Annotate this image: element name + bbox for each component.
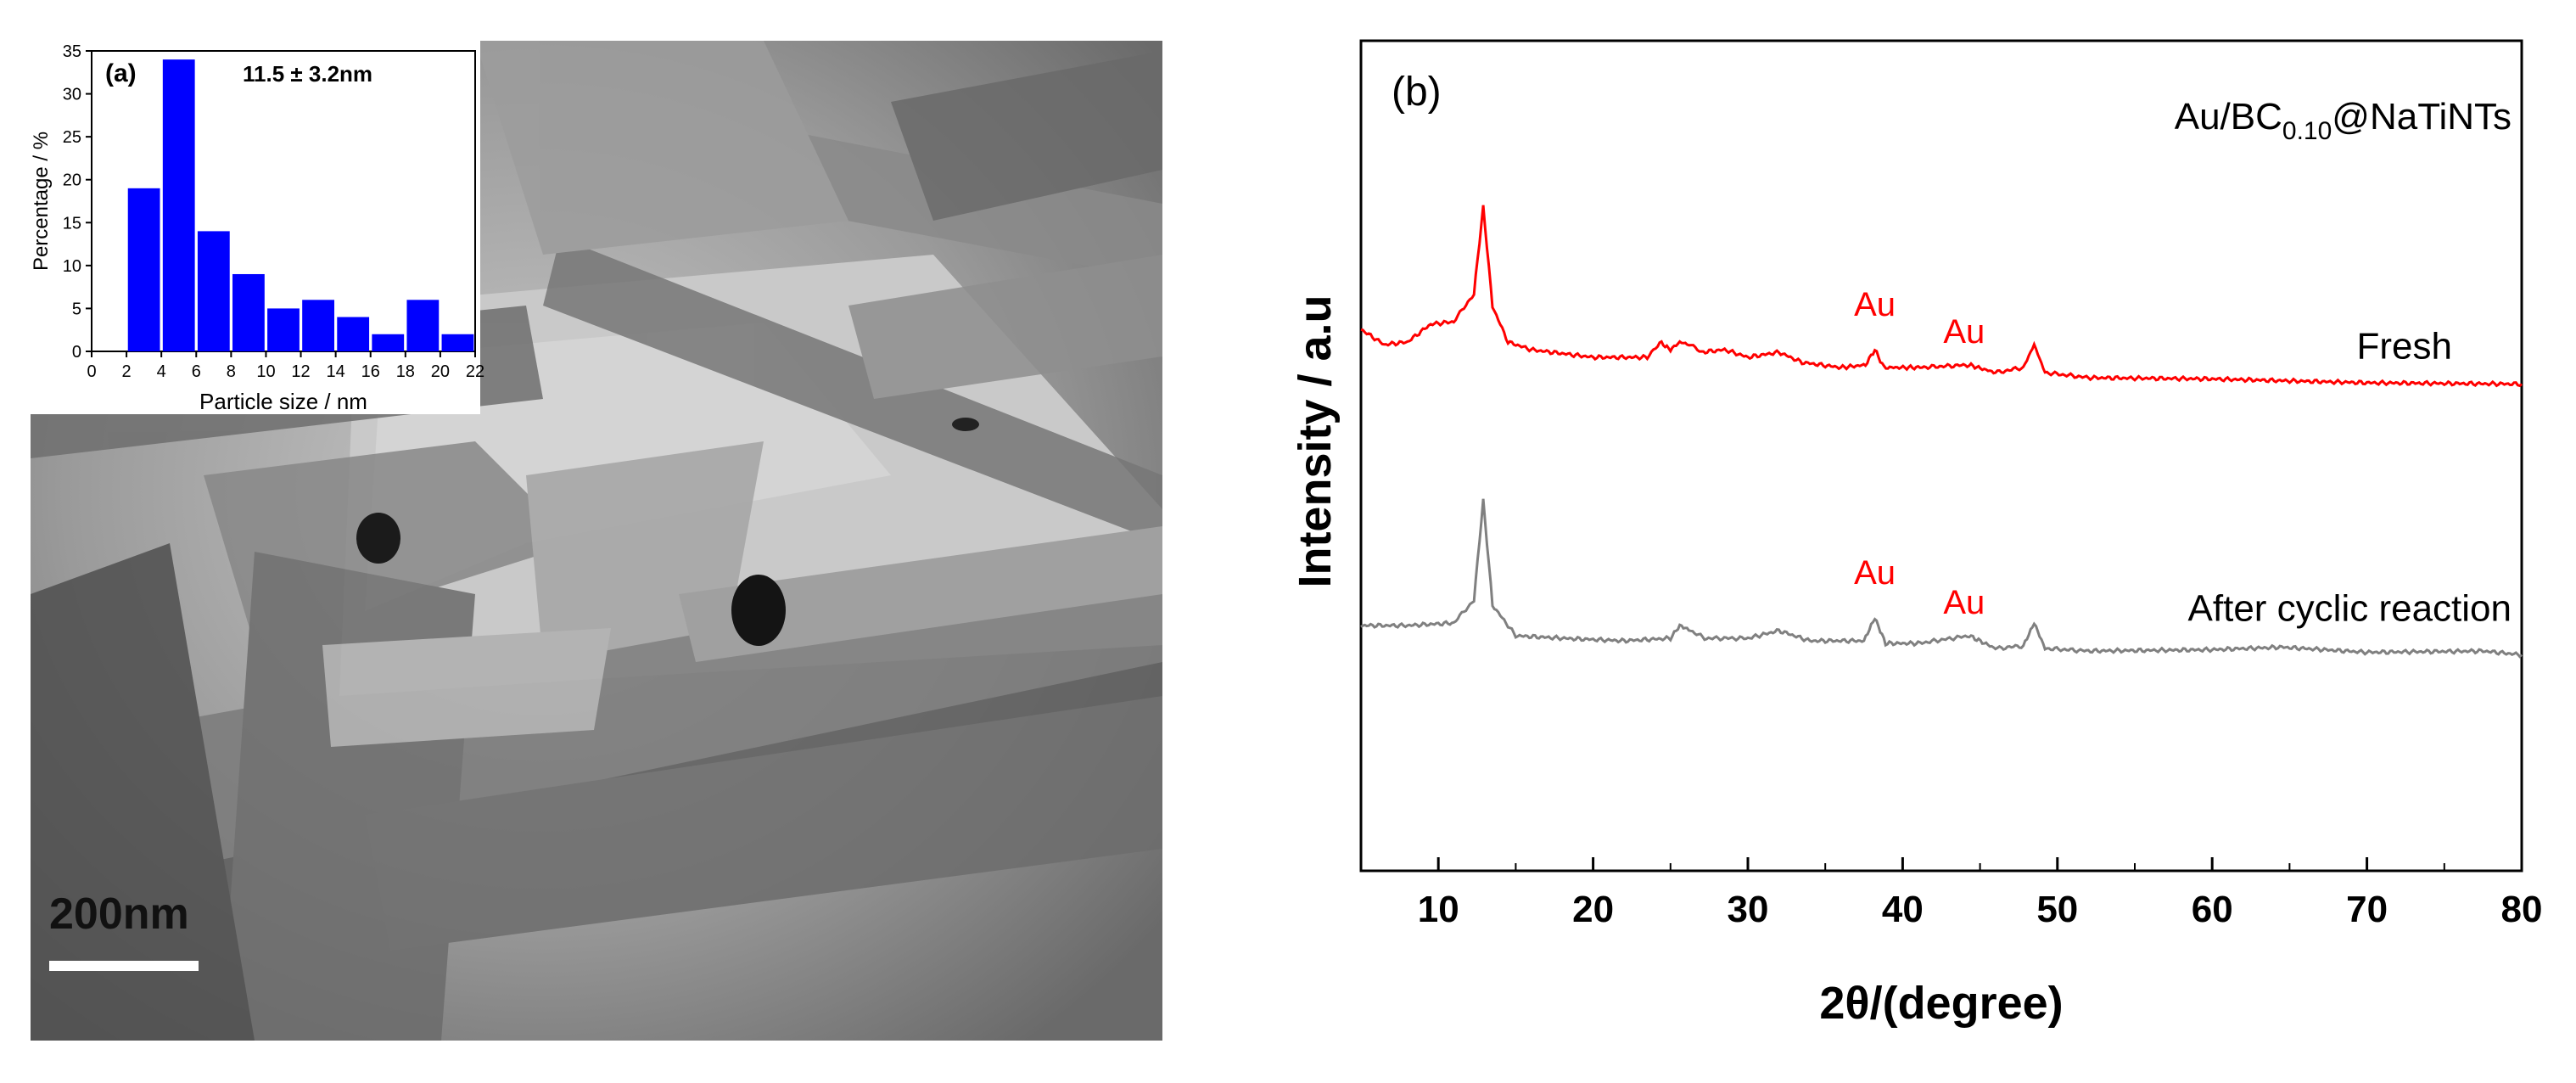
xrd-x-tick-label: 50 — [2036, 889, 2078, 930]
inset-x-tick-label: 2 — [122, 362, 132, 381]
inset-mean-annotation: 11.5 ± 3.2nm — [243, 61, 372, 87]
histogram-bar — [372, 334, 405, 351]
inset-x-tick-label: 4 — [157, 362, 166, 381]
au-particle — [731, 575, 786, 646]
xrd-peak-label: Au — [1854, 554, 1896, 592]
histogram-bar — [441, 334, 474, 351]
inset-x-tick-label: 0 — [87, 362, 96, 381]
au-particle — [952, 418, 979, 431]
inset-x-tick-label: 10 — [256, 362, 275, 381]
inset-y-axis-label: Percentage / % — [30, 132, 53, 271]
inset-x-tick-label: 8 — [227, 362, 236, 381]
inset-y-tick-label: 10 — [63, 257, 81, 276]
xrd-x-tick-label: 40 — [1882, 889, 1924, 930]
inset-x-axis-label: Particle size / nm — [199, 389, 367, 414]
xrd-chart: 10 20 30 40 50 60 70 80 Au Au Au Au Fresh After cyc… — [1290, 39, 2543, 1029]
inset-y-tick-label: 30 — [63, 86, 81, 104]
histogram-bar — [127, 188, 160, 351]
histogram-bar — [232, 273, 265, 351]
xrd-x-tick-label: 30 — [1728, 889, 1769, 930]
histogram-bar — [302, 300, 334, 351]
inset-x-tick-label: 6 — [192, 362, 201, 381]
inset-histogram: 0 2 4 6 8 10 12 14 16 18 20 22 0 5 10 15 20 25 30 35 (a) 1… — [30, 41, 484, 414]
inset-x-tick-label: 14 — [327, 362, 345, 381]
xrd-sample-label-main: Au/BC — [2175, 96, 2282, 137]
inset-x-tick-label: 12 — [291, 362, 310, 381]
inset-x-tick-label: 16 — [361, 362, 380, 381]
xrd-x-tick-label: 80 — [2501, 889, 2543, 930]
xrd-x-tick-label: 60 — [2192, 889, 2233, 930]
scale-bar — [49, 961, 199, 971]
xrd-axes-frame — [1359, 39, 2523, 873]
scale-bar-label: 200nm — [49, 889, 189, 939]
xrd-sample-label-suffix: @NaTiNTs — [2332, 96, 2512, 137]
xrd-series-line — [1360, 205, 2523, 388]
inset-x-tick-label: 20 — [431, 362, 450, 381]
inset-background — [31, 41, 480, 414]
xrd-series-label: After cyclic reaction — [2188, 588, 2512, 630]
histogram-bar — [406, 300, 440, 351]
histogram-bar — [267, 308, 300, 351]
inset-y-tick-label: 20 — [63, 171, 81, 190]
au-particle — [356, 513, 400, 564]
xrd-peak-label: Au — [1943, 313, 1985, 351]
xrd-x-axis-label: 2θ/(degree) — [1819, 978, 2063, 1029]
xrd-y-axis-label: Intensity / a.u — [1290, 295, 1341, 587]
histogram-bar — [337, 317, 370, 351]
inset-x-tick-label: 22 — [466, 362, 484, 381]
xrd-x-tick-label: 70 — [2346, 889, 2388, 930]
inset-panel-label: (a) — [105, 59, 137, 87]
xrd-series-line — [1360, 498, 2523, 659]
xrd-sample-label: Au/BC0.10@NaTiNTs — [2175, 96, 2512, 145]
xrd-x-tick-label: 10 — [1418, 889, 1459, 930]
inset-y-tick-label: 35 — [63, 42, 81, 61]
inset-y-tick-label: 5 — [72, 300, 81, 318]
inset-y-tick-label: 15 — [63, 214, 81, 233]
inset-y-tick-label: 0 — [72, 343, 81, 362]
histogram-bar — [197, 231, 230, 351]
xrd-series-label: Fresh — [2357, 326, 2452, 368]
xrd-sample-label-subscript: 0.10 — [2282, 117, 2332, 145]
xrd-panel-label: (b) — [1392, 70, 1442, 115]
tem-micrograph — [31, 41, 1162, 1041]
xrd-x-tick-label: 20 — [1572, 889, 1614, 930]
xrd-peak-label: Au — [1854, 286, 1896, 323]
histogram-bar — [162, 59, 195, 351]
inset-x-tick-label: 18 — [396, 362, 415, 381]
inset-y-tick-label: 25 — [63, 128, 81, 147]
xrd-peak-label: Au — [1943, 584, 1985, 621]
